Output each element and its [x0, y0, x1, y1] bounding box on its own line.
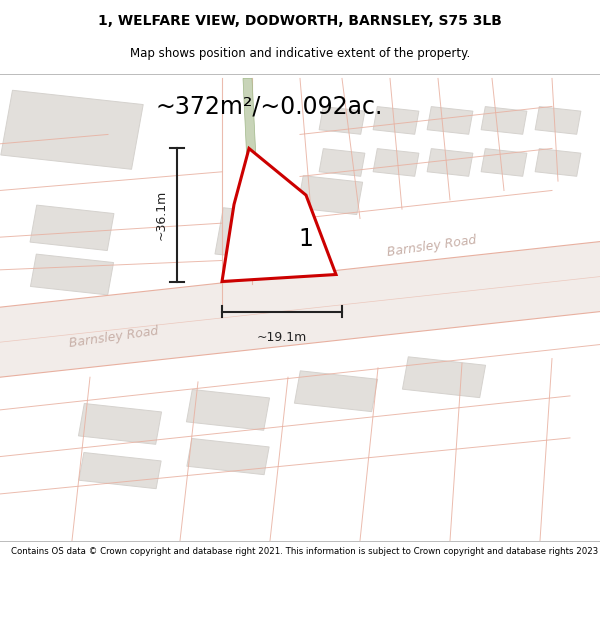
Bar	[298, 176, 362, 214]
Bar	[427, 107, 473, 134]
Polygon shape	[243, 78, 261, 270]
Text: Barnsley Road: Barnsley Road	[68, 325, 160, 350]
Text: Map shows position and indicative extent of the property.: Map shows position and indicative extent…	[130, 47, 470, 59]
Bar	[373, 149, 419, 176]
Bar	[403, 357, 485, 398]
Bar	[79, 404, 161, 444]
Bar	[535, 107, 581, 134]
Text: 1: 1	[298, 228, 313, 251]
Bar	[187, 389, 269, 430]
Text: ~36.1m: ~36.1m	[155, 190, 168, 240]
Bar	[30, 205, 114, 251]
Bar	[31, 254, 113, 295]
Text: 1, WELFARE VIEW, DODWORTH, BARNSLEY, S75 3LB: 1, WELFARE VIEW, DODWORTH, BARNSLEY, S75…	[98, 14, 502, 28]
Bar	[481, 149, 527, 176]
Polygon shape	[0, 238, 600, 381]
Bar	[427, 149, 473, 176]
Bar	[295, 371, 377, 412]
Polygon shape	[222, 149, 336, 281]
Bar	[215, 208, 253, 258]
Text: ~372m²/~0.092ac.: ~372m²/~0.092ac.	[156, 95, 383, 119]
Bar	[79, 452, 161, 489]
Bar	[319, 107, 365, 134]
Bar	[319, 149, 365, 176]
Text: ~19.1m: ~19.1m	[257, 331, 307, 344]
Bar	[481, 107, 527, 134]
Bar	[1, 90, 143, 169]
Text: Barnsley Road: Barnsley Road	[386, 234, 478, 259]
Text: Contains OS data © Crown copyright and database right 2021. This information is : Contains OS data © Crown copyright and d…	[11, 548, 600, 556]
Bar	[373, 107, 419, 134]
Bar	[535, 149, 581, 176]
Bar	[187, 439, 269, 474]
